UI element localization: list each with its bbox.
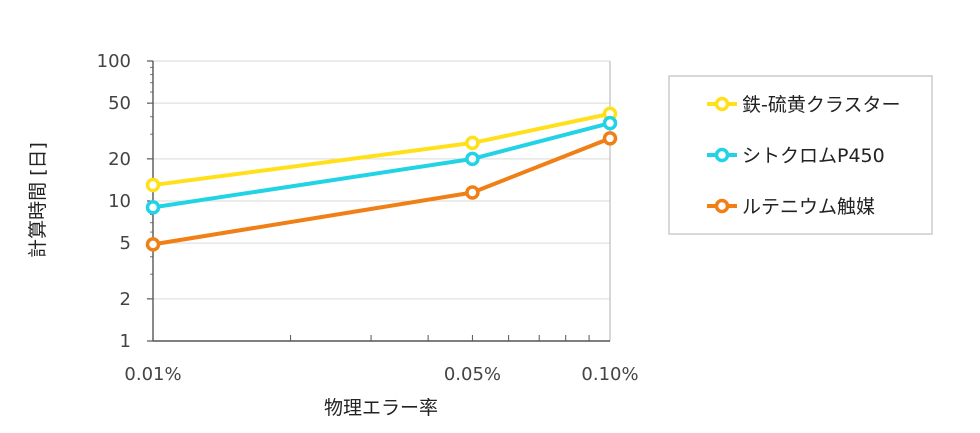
y-axis-title: 計算時間 [日] <box>27 142 49 258</box>
series-layer <box>145 106 618 252</box>
y-tick-label: 5 <box>120 233 131 254</box>
data-point <box>602 115 618 131</box>
data-point <box>465 185 480 200</box>
x-axis-title: 物理エラー率 <box>324 397 438 419</box>
data-point <box>465 135 480 151</box>
y-tick-label: 50 <box>108 93 131 114</box>
y-tick-label: 100 <box>97 51 131 72</box>
legend-marker <box>714 147 730 163</box>
legend-label: シトクロムP450 <box>742 145 885 167</box>
legend-label: 鉄-硫黄クラスター <box>742 94 900 116</box>
x-tick-labels: 0.01% 0.05% 0.10% <box>124 364 638 385</box>
y-tick-label: 20 <box>108 149 131 170</box>
data-point <box>145 237 161 252</box>
data-point <box>602 131 618 146</box>
legend-label: ルテニウム触媒 <box>742 196 875 218</box>
data-point <box>145 177 161 193</box>
legend-marker <box>714 96 730 112</box>
x-tick-label: 0.01% <box>124 364 181 385</box>
x-tick-label: 0.05% <box>444 364 501 385</box>
x-tick-label: 0.10% <box>581 364 638 385</box>
y-tick-label: 1 <box>120 331 131 352</box>
y-tick-label: 2 <box>120 289 131 310</box>
data-point <box>465 151 480 167</box>
data-point <box>145 200 161 215</box>
y-tick-labels: 1 2 5 10 20 50 100 <box>97 51 131 352</box>
legend-marker <box>714 198 730 214</box>
gridlines <box>153 60 610 300</box>
y-tick-label: 10 <box>108 191 131 212</box>
